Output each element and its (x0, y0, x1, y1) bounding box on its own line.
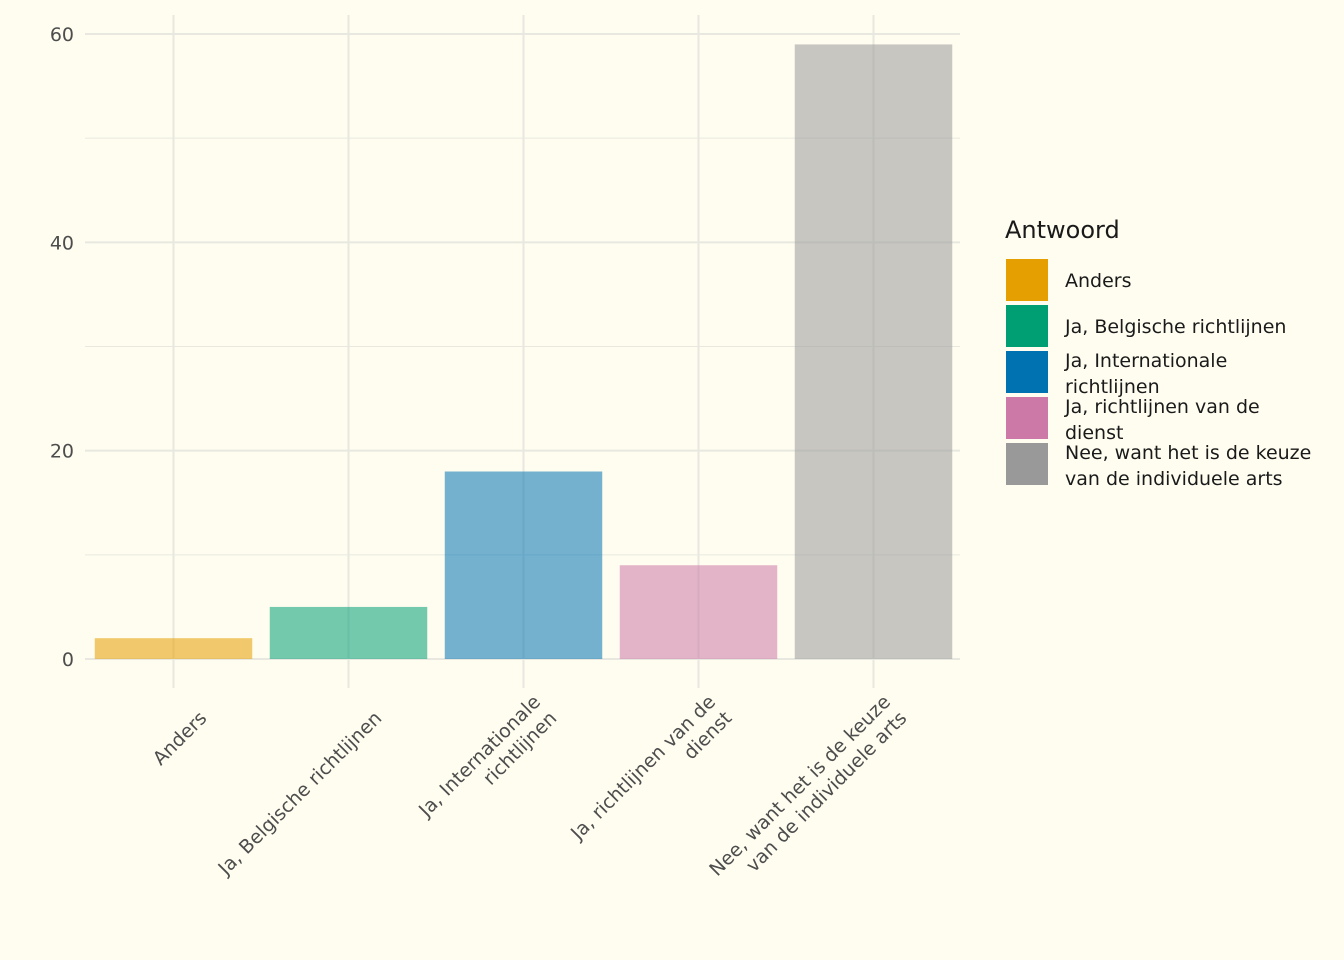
x-tick-label-line: Ja, richtlijnen van de (566, 691, 720, 845)
legend-title: Antwoord (1005, 216, 1120, 244)
legend-label: Ja, Belgische richtlijnen (1064, 316, 1286, 338)
legend-key-5 (1006, 443, 1048, 485)
legend-label: dienst (1065, 422, 1123, 444)
legend-label: Nee, want het is de keuze (1065, 442, 1311, 464)
legend-key-3 (1006, 351, 1048, 393)
legend-label: Ja, richtlijnen van de (1064, 396, 1260, 418)
legend-key-4 (1006, 397, 1048, 439)
legend-key-2 (1006, 305, 1048, 347)
bar-3 (444, 471, 603, 659)
bar-1 (94, 638, 253, 659)
x-tick-label-line: Anders (149, 707, 212, 770)
bar-2 (269, 606, 428, 659)
y-tick-label: 60 (50, 24, 74, 46)
bar-4 (619, 565, 778, 659)
y-tick-label: 20 (50, 441, 74, 463)
legend-label: richtlijnen (1065, 376, 1160, 398)
x-tick-label-line: van de individuele arts (742, 707, 911, 876)
y-tick-label: 0 (62, 649, 74, 671)
bars (94, 44, 953, 659)
x-axis: Anders Ja, Belgische richtlijnen Ja, Inter… (149, 691, 912, 881)
legend-label: van de individuele arts (1065, 468, 1283, 490)
y-tick-label: 40 (50, 232, 74, 254)
x-tick-label: Ja, Belgische richtlijnen (213, 707, 386, 880)
y-axis: 0 20 40 60 (50, 24, 74, 671)
legend: Antwoord Anders Ja, Belgische richtlijnen… (1005, 216, 1311, 490)
legend-key-1 (1006, 259, 1048, 301)
legend-label: Ja, Internationale (1064, 350, 1227, 372)
bar-5 (794, 44, 953, 659)
legend-label: Anders (1065, 270, 1132, 292)
x-tick-label-line: Nee, want het is de keuze (705, 691, 895, 881)
x-tick-label: Anders (149, 707, 212, 770)
x-tick-label-line: Ja, Belgische richtlijnen (213, 707, 386, 880)
